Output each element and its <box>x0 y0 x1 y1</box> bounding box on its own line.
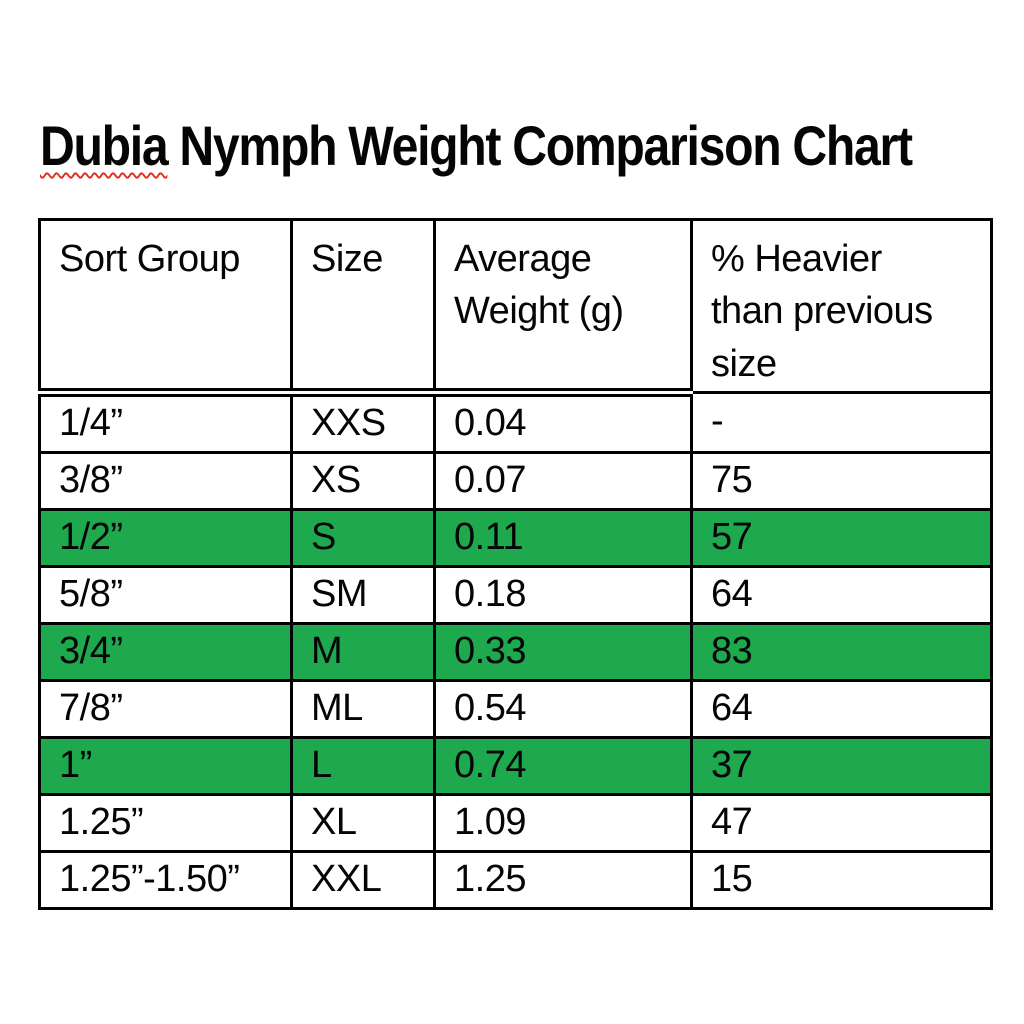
cell-sort-group: 1” <box>38 736 293 796</box>
cell-pct-heavier: 83 <box>690 622 993 682</box>
cell-size: SM <box>290 565 436 625</box>
table-row: 5/8” SM 0.18 64 <box>38 565 993 625</box>
table-row: 1/4” XXS 0.04 - <box>38 391 993 454</box>
cell-pct-heavier: 37 <box>690 736 993 796</box>
cell-size: ML <box>290 679 436 739</box>
cell-sort-group: 1.25” <box>38 793 293 853</box>
cell-sort-group: 5/8” <box>38 565 293 625</box>
cell-size: XXS <box>290 391 436 454</box>
table-row: 3/8” XS 0.07 75 <box>38 451 993 511</box>
table-row: 1” L 0.74 37 <box>38 736 993 796</box>
cell-pct-heavier: 64 <box>690 565 993 625</box>
cell-size: S <box>290 508 436 568</box>
table-row: 1.25” XL 1.09 47 <box>38 793 993 853</box>
col-header-average-weight: Average Weight (g) <box>433 218 693 397</box>
cell-pct-heavier: 75 <box>690 451 993 511</box>
weight-comparison-table: Sort Group Size Average Weight (g) % Hea… <box>38 218 993 910</box>
cell-size: L <box>290 736 436 796</box>
cell-sort-group: 3/8” <box>38 451 293 511</box>
misspelled-word: Dubia <box>40 114 169 177</box>
cell-avg-weight: 0.07 <box>433 451 693 511</box>
cell-avg-weight: 0.04 <box>433 391 693 454</box>
cell-avg-weight: 0.54 <box>433 679 693 739</box>
page-title-rest: Nymph Weight Comparison Chart <box>167 114 913 177</box>
table-row: 3/4” M 0.33 83 <box>38 622 993 682</box>
cell-sort-group: 1.25”-1.50” <box>38 850 293 910</box>
cell-avg-weight: 0.18 <box>433 565 693 625</box>
cell-sort-group: 1/4” <box>38 391 293 454</box>
table-row: 1.25”-1.50” XXL 1.25 15 <box>38 850 993 910</box>
cell-size: XL <box>290 793 436 853</box>
cell-avg-weight: 0.74 <box>433 736 693 796</box>
cell-pct-heavier: - <box>690 391 993 454</box>
cell-pct-heavier: 64 <box>690 679 993 739</box>
col-header-size: Size <box>290 218 436 397</box>
cell-pct-heavier: 57 <box>690 508 993 568</box>
cell-sort-group: 1/2” <box>38 508 293 568</box>
cell-pct-heavier: 15 <box>690 850 993 910</box>
page-title: Dubia Nymph Weight Comparison Chart <box>40 118 913 174</box>
col-header-pct-heavier: % Heavier than previous size <box>690 218 993 394</box>
cell-size: XXL <box>290 850 436 910</box>
cell-sort-group: 7/8” <box>38 679 293 739</box>
table-row: 7/8” ML 0.54 64 <box>38 679 993 739</box>
cell-avg-weight: 1.09 <box>433 793 693 853</box>
header-row: Sort Group Size Average Weight (g) % Hea… <box>38 218 993 397</box>
col-header-sort-group: Sort Group <box>38 218 293 397</box>
cell-size: M <box>290 622 436 682</box>
cell-avg-weight: 1.25 <box>433 850 693 910</box>
table-row: 1/2” S 0.11 57 <box>38 508 993 568</box>
cell-avg-weight: 0.33 <box>433 622 693 682</box>
cell-size: XS <box>290 451 436 511</box>
cell-pct-heavier: 47 <box>690 793 993 853</box>
cell-sort-group: 3/4” <box>38 622 293 682</box>
cell-avg-weight: 0.11 <box>433 508 693 568</box>
